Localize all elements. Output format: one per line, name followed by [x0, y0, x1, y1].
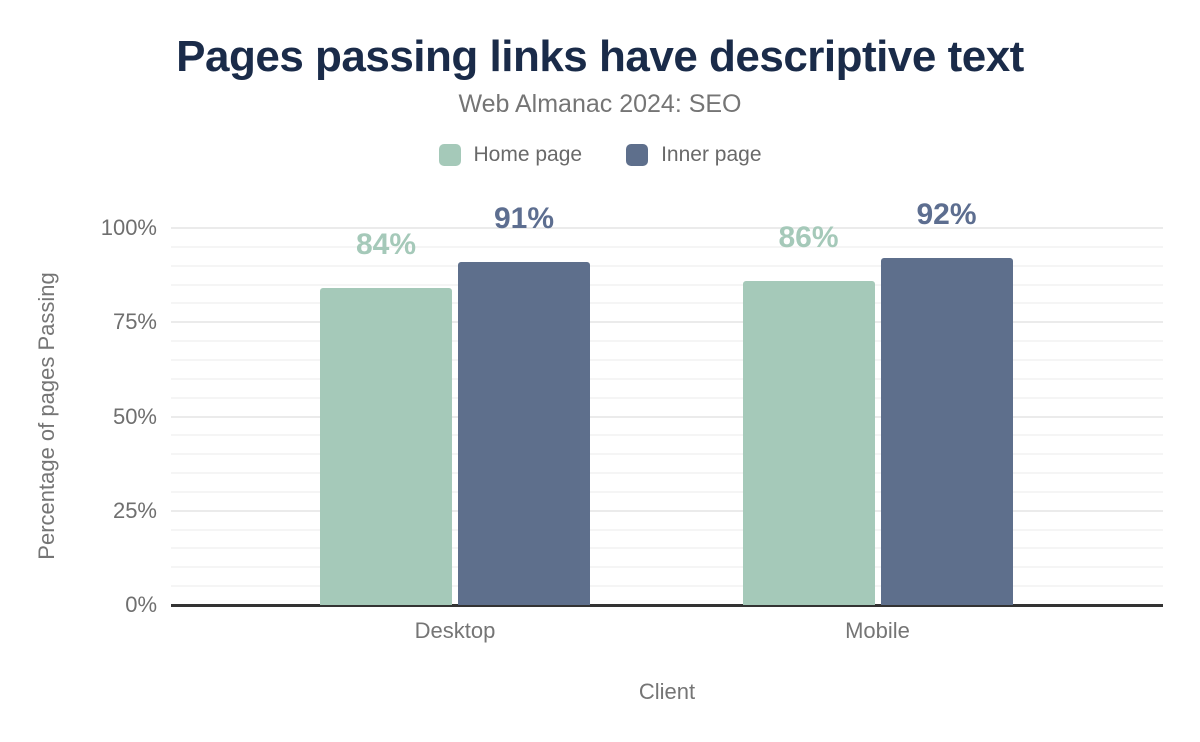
- minor-gridline: [171, 566, 1163, 569]
- chart-title: Pages passing links have descriptive tex…: [176, 32, 1024, 81]
- legend-label-inner-page: Inner page: [661, 143, 762, 166]
- x-axis-line: [171, 604, 1163, 607]
- y-tick-label: 100%: [100, 215, 157, 240]
- minor-gridline: [171, 396, 1163, 399]
- legend-swatch-inner-page: [626, 144, 649, 166]
- bar-mobile-inner-page: [880, 258, 1013, 605]
- minor-gridline: [171, 490, 1163, 493]
- minor-gridline: [171, 283, 1163, 286]
- minor-gridline: [171, 377, 1163, 380]
- x-axis-title: Client: [638, 679, 696, 704]
- bar-value-label-desktop-inner-page: 91%: [493, 201, 555, 235]
- minor-gridline: [171, 434, 1163, 437]
- minor-gridline: [171, 245, 1163, 248]
- bar-desktop-home-page: [320, 288, 452, 605]
- major-gridline: [171, 227, 1163, 229]
- legend-swatch-home-page: [438, 144, 461, 166]
- bar-value-label-mobile-home-page: 86%: [778, 220, 839, 254]
- minor-gridline: [171, 302, 1163, 305]
- x-category-label-mobile: Mobile: [845, 618, 910, 643]
- y-axis-tick-labels: 0% 25% 50% 75% 100%: [0, 217, 157, 616]
- major-gridline: [171, 321, 1163, 324]
- minor-gridline: [171, 585, 1163, 588]
- major-gridline: [171, 415, 1163, 418]
- bar-desktop-inner-page: [458, 261, 590, 605]
- x-category-label-desktop: Desktop: [414, 618, 496, 643]
- minor-gridline: [171, 340, 1163, 343]
- bar-value-label-desktop-home-page: 84%: [355, 228, 417, 262]
- major-gridline: [171, 509, 1163, 512]
- y-tick-label: 0%: [125, 592, 157, 617]
- minor-gridline: [171, 358, 1163, 361]
- minor-gridline: [171, 472, 1163, 475]
- minor-gridline: [171, 264, 1163, 267]
- y-tick-label: 75%: [112, 309, 157, 335]
- legend-label-home-page: Home page: [473, 143, 583, 166]
- y-tick-label: 25%: [112, 497, 157, 523]
- minor-gridline: [171, 453, 1163, 456]
- legend-item-inner-page: Inner page: [626, 143, 762, 167]
- legend-item-home-page: Home page: [438, 143, 583, 167]
- minor-gridline: [171, 528, 1163, 531]
- chart-subtitle: Web Almanac 2024: SEO: [458, 90, 742, 118]
- plot-area: 84% 91% 86% 92%: [171, 200, 1163, 607]
- legend: Home page Inner page: [0, 143, 1200, 167]
- bar-mobile-home-page: [742, 280, 875, 605]
- bar-value-label-mobile-inner-page: 92%: [916, 198, 977, 232]
- y-tick-label: 50%: [112, 403, 157, 429]
- minor-gridline: [171, 547, 1163, 550]
